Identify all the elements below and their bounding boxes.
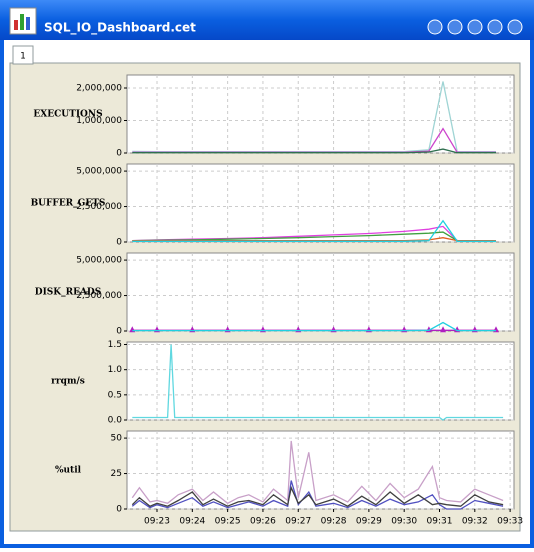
plot-area	[126, 163, 515, 243]
y-axis-label: BUFFER_GETS	[31, 199, 106, 209]
x-tick-label: 09:24	[179, 517, 205, 527]
x-tick-label: 09:23	[144, 517, 170, 527]
y-tick-label: 2,500,000	[76, 202, 122, 212]
title-bar	[0, 0, 534, 40]
plot-area	[126, 252, 515, 332]
y-axis-label: rrqm/s	[51, 377, 85, 387]
tab-label: 1	[20, 52, 26, 62]
y-tick-label: 1,000,000	[76, 116, 122, 126]
x-tick-label: 09:32	[462, 517, 488, 527]
marker	[440, 326, 447, 333]
y-axis-label: %util	[55, 466, 82, 476]
tab[interactable]	[12, 45, 34, 65]
y-axis-label: DISK_READS	[35, 288, 101, 298]
y-tick-label: 25	[111, 469, 122, 479]
x-tick-label: 09:33	[497, 517, 523, 527]
y-tick-label: 0	[116, 505, 122, 515]
x-tick-label: 09:31	[427, 517, 453, 527]
y-tick-label: 1.5	[108, 340, 122, 350]
y-tick-label: 1.0	[108, 365, 123, 375]
series-line	[132, 321, 496, 332]
y-tick-label: 0	[116, 238, 122, 248]
plot-area	[126, 74, 515, 154]
y-tick-label: 0.0	[108, 416, 123, 426]
series-line	[132, 148, 496, 154]
y-tick-label: 2,500,000	[76, 291, 122, 301]
y-tick-label: 5,000,000	[76, 167, 122, 177]
x-tick-label: 09:30	[391, 517, 417, 527]
y-tick-label: 0	[116, 327, 122, 337]
window-title: SQL_IO_Dashboard.cet	[44, 21, 196, 36]
series-line	[132, 231, 496, 242]
y-tick-label: 0	[116, 149, 122, 159]
y-axis-label: EXECUTIONS	[33, 110, 102, 120]
series-line	[132, 237, 496, 242]
x-tick-label: 09:29	[356, 517, 382, 527]
y-tick-label: 2,000,000	[76, 84, 122, 94]
series-line	[131, 440, 504, 505]
icon-bar	[14, 20, 18, 30]
series-line	[132, 219, 496, 242]
series-line	[132, 344, 504, 421]
button[interactable]	[487, 19, 503, 35]
button[interactable]	[427, 19, 443, 35]
y-tick-label: 0.5	[108, 390, 122, 400]
icon-bar	[26, 17, 30, 30]
x-tick-label: 09:28	[321, 517, 347, 527]
series-line	[131, 480, 504, 510]
series-line	[131, 485, 504, 507]
window-buttons	[427, 19, 523, 35]
y-tick-label: 50	[111, 434, 123, 444]
button[interactable]	[467, 19, 483, 35]
x-tick-label: 09:27	[285, 517, 311, 527]
plot-area	[126, 430, 515, 510]
y-tick-label: 5,000,000	[76, 256, 122, 266]
button[interactable]	[447, 19, 463, 35]
x-tick-label: 09:26	[250, 517, 276, 527]
icon-bar	[20, 14, 24, 30]
x-tick-label: 09:25	[215, 517, 241, 527]
plot-area	[126, 341, 515, 421]
close-button[interactable]	[507, 19, 523, 35]
